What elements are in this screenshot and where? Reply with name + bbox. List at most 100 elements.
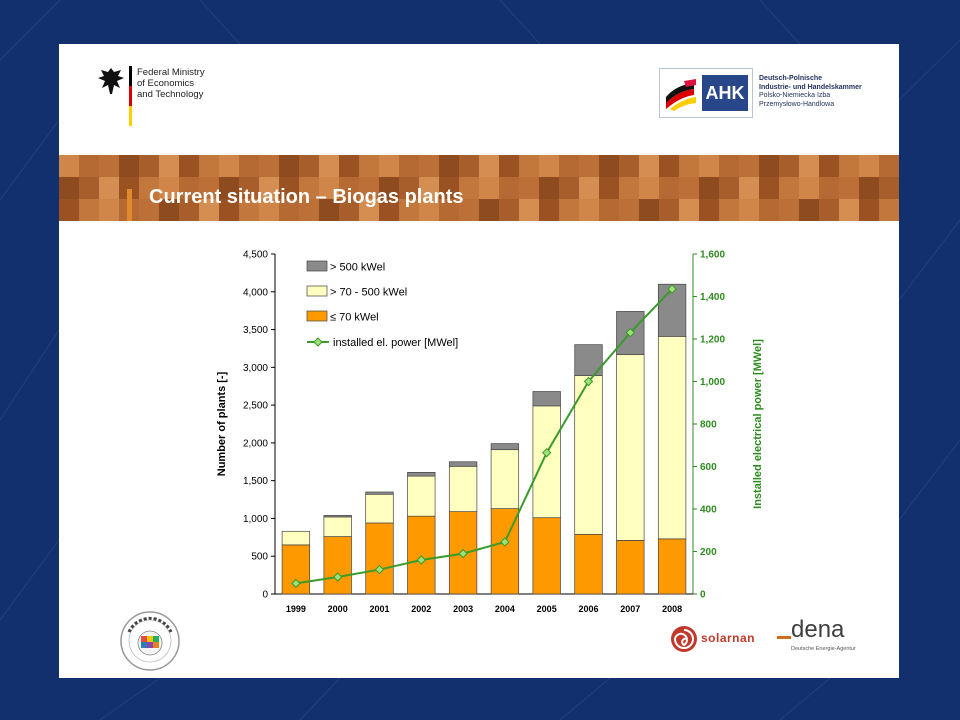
power-point	[458, 548, 468, 559]
power-point	[500, 537, 510, 547]
x-tick-label: 2007	[620, 604, 640, 614]
y-tick-label-right: 0	[700, 590, 706, 601]
power-point	[625, 327, 636, 338]
x-tick-label: 2001	[369, 604, 389, 614]
bar-segment	[323, 515, 352, 518]
y-tick-label-left: 4,000	[243, 287, 268, 298]
y-tick-label-left: 0	[262, 590, 268, 601]
bar-segment	[365, 493, 394, 524]
de-pl-flag-icon	[666, 79, 696, 111]
x-tick-label: 2000	[328, 604, 348, 614]
title-banner: Current situation – Biogas plants	[59, 155, 899, 221]
bar-segment	[323, 516, 352, 537]
legend-swatch	[306, 310, 328, 322]
dena-wordmark: dena	[791, 616, 845, 643]
ahk-logo: AHK Deutsch-Polnische Industrie- und Han…	[659, 68, 889, 120]
ahk-mark: AHK	[702, 75, 748, 111]
solarnan-spiral-icon	[671, 626, 697, 652]
legend-label: installed el. power [MWel]	[333, 337, 458, 349]
dena-logo: dena Deutsche Energie-Agentur	[777, 616, 887, 664]
x-tick-label: 1999	[286, 604, 306, 614]
ministry-line: Federal Ministry	[137, 67, 205, 78]
y-tick-label-right: 1,600	[700, 250, 725, 261]
bar-segment	[490, 449, 520, 509]
y-tick-label-left: 3,000	[243, 363, 268, 374]
x-tick-label: 2003	[453, 604, 473, 614]
y-tick-label-left: 1,500	[243, 476, 268, 487]
slide: Federal Ministry of Economics and Techno…	[59, 44, 899, 678]
y-tick-label-right: 400	[700, 505, 717, 516]
ahk-line: Industrie- und Handelskammer	[759, 83, 862, 91]
legend-label: > 70 - 500 kWel	[330, 287, 407, 299]
power-point	[374, 564, 385, 575]
y-tick-label-left: 2,500	[243, 401, 268, 412]
ministry-logo: Federal Ministry of Economics and Techno…	[97, 64, 277, 134]
x-tick-label: 2004	[495, 604, 515, 614]
legend-label: ≤ 70 kWel	[330, 312, 379, 324]
german-flag-bar	[129, 66, 132, 126]
bar-segment	[616, 354, 645, 541]
solarnan-logo: solarnan	[669, 622, 769, 656]
power-point	[667, 284, 677, 294]
ahk-line: Polsko-Niemiecka Izba	[759, 92, 831, 99]
power-point	[541, 447, 552, 458]
x-tick-label: 2006	[578, 604, 598, 614]
power-line	[295, 288, 673, 585]
y-tick-label-right: 1,000	[700, 377, 725, 388]
x-tick-label: 2002	[411, 604, 431, 614]
federal-eagle-icon	[98, 68, 124, 94]
ahk-line: Przemysłowo-Handlowa	[759, 100, 835, 108]
bar-segment	[657, 538, 687, 595]
ahk-line: Deutsch-Polnische	[759, 75, 823, 82]
ministry-line: and Technology	[137, 89, 204, 100]
bar-segment	[532, 517, 561, 595]
bar-segment	[532, 405, 561, 519]
y-tick-label-right: 600	[700, 462, 717, 473]
bar-segment	[574, 375, 603, 535]
bar-segment	[365, 491, 394, 495]
title-accent-bar	[127, 189, 132, 221]
biogas-chart: 0 500 1,000 1,500 2,000 2,500 3,000 3,500 4,000 4…	[216, 250, 764, 615]
power-point	[583, 376, 594, 387]
bar-segment	[407, 475, 436, 517]
bar-segment	[657, 336, 687, 540]
x-tick-label: 2005	[537, 604, 557, 614]
bar-segment	[365, 522, 394, 595]
power-point	[291, 578, 301, 589]
x-tick-label: 2008	[662, 604, 682, 614]
y-tick-label-right: 200	[700, 547, 717, 558]
legend-label: > 500 kWel	[330, 262, 385, 274]
bar-segment	[532, 391, 561, 407]
dena-dash	[777, 636, 791, 639]
y-axis-label-left: Number of plants [-]	[216, 371, 228, 476]
y-tick-label-left: 3,500	[243, 325, 268, 336]
bar-segment	[448, 461, 478, 467]
bar-segment	[574, 533, 603, 595]
y-tick-label-right: 1,400	[700, 292, 725, 303]
bar-segment	[490, 443, 520, 451]
bar-segment	[281, 530, 311, 546]
y-tick-label-right: 800	[700, 420, 717, 431]
power-point	[332, 572, 343, 582]
y-tick-label-left: 1,000	[243, 514, 268, 525]
solarnan-wordmark: solarnan	[701, 631, 756, 645]
power-point	[416, 555, 427, 565]
y-tick-label-left: 4,500	[243, 250, 268, 261]
banner-mosaic	[59, 155, 899, 221]
dena-subtitle: Deutsche Energie-Agentur	[791, 646, 856, 652]
renewables-made-in-germany-logo	[120, 611, 180, 671]
ministry-line: of Economics	[137, 78, 195, 89]
bar-segment	[407, 472, 436, 477]
y-tick-label-left: 500	[251, 552, 268, 563]
bar-segment	[407, 515, 436, 595]
y-tick-label-left: 2,000	[243, 438, 268, 449]
slide-title: Current situation – Biogas plants	[149, 186, 464, 208]
legend-swatch	[306, 260, 328, 272]
y-tick-label-right: 1,200	[700, 335, 725, 346]
legend-line-marker	[313, 337, 323, 347]
bar-segment	[448, 465, 478, 512]
y-axis-label-right: Installed electrical power [MWel]	[752, 339, 764, 509]
bar-segment	[616, 540, 645, 595]
bar-segment	[323, 536, 352, 595]
